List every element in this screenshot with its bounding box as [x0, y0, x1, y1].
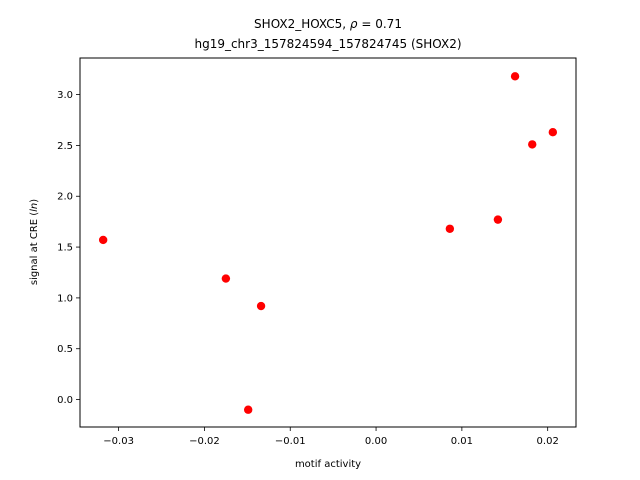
y-tick-label: 2.0 [57, 192, 73, 203]
y-tick-label: 1.0 [57, 293, 73, 304]
y-tick-label: 0.0 [57, 395, 73, 406]
y-tick-label: 0.5 [57, 344, 73, 355]
y-tick-label: 1.5 [57, 243, 73, 254]
x-tick-label: −0.01 [275, 436, 306, 447]
scatter-point [548, 128, 558, 137]
scatter-point [221, 274, 231, 283]
scatter-point [528, 140, 537, 149]
y-tick-label: 2.5 [57, 141, 73, 152]
x-axis: −0.03 −0.02 −0.01 0.00 0.01 0.02 [103, 427, 559, 447]
scatter-point [510, 72, 520, 81]
scatter-point [256, 301, 266, 311]
chart-title: SHOX2_HOXC5, ρ = 0.71 hg19_chr3_15782459… [194, 17, 461, 51]
y-axis: 0.0 0.5 1.0 1.5 2.0 2.5 3.0 [57, 90, 80, 406]
x-tick-label: 0.02 [537, 436, 559, 447]
chart-title-line-1: SHOX2_HOXC5, ρ = 0.71 [254, 17, 402, 31]
points-layer [98, 72, 558, 414]
scatter-point [98, 235, 108, 245]
scatter-point [493, 215, 503, 224]
y-axis-label: signal at CRE (ln) [29, 199, 40, 285]
x-tick-label: −0.02 [189, 436, 220, 447]
chart-title-line-2: hg19_chr3_157824594_157824745 (SHOX2) [194, 37, 461, 51]
scatter-point [445, 224, 455, 233]
scatter-point [243, 405, 253, 414]
x-tick-label: 0.00 [365, 436, 387, 447]
y-tick-label: 3.0 [57, 90, 73, 101]
x-tick-label: 0.01 [451, 436, 473, 447]
x-axis-label: motif activity [295, 459, 361, 470]
x-tick-label: −0.03 [103, 436, 134, 447]
plot-area-frame [79, 57, 577, 428]
